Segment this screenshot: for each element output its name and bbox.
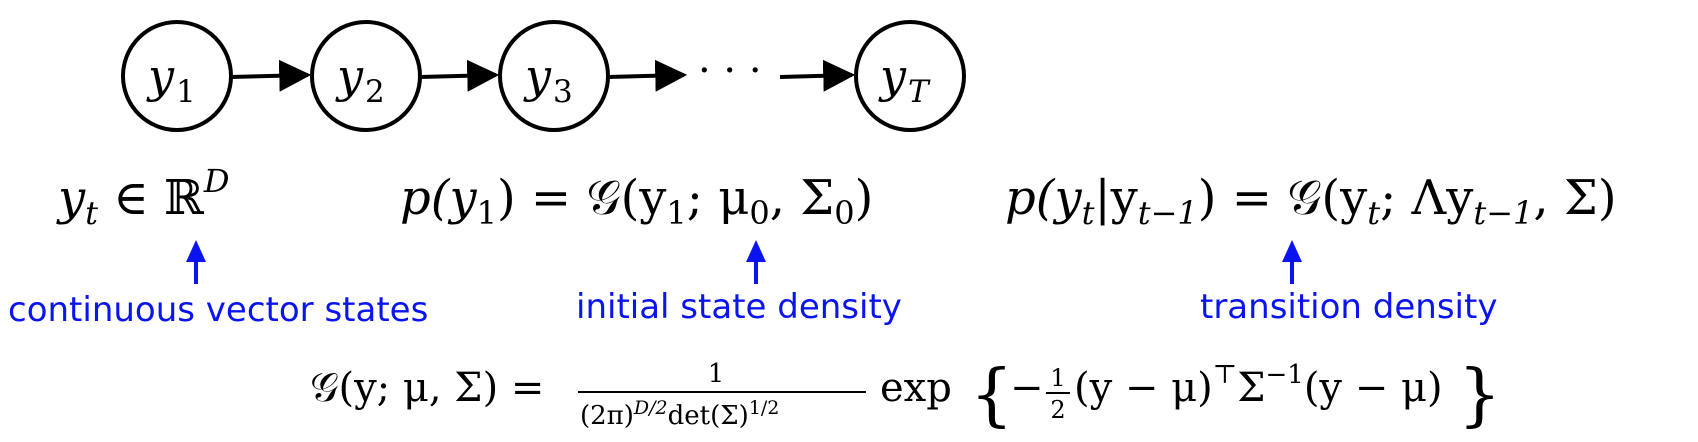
- eq-init-p-sub: 1: [477, 194, 497, 232]
- node-y1-sub: 1: [176, 74, 196, 110]
- gauss-exp: exp: [880, 365, 952, 411]
- eq-trans-t-sub: t: [1082, 194, 1095, 232]
- eq-init-comma: , Σ: [770, 170, 834, 226]
- arrow-up-state: [186, 240, 206, 284]
- svg-text:(2π)D/2det(Σ)1/2: (2π)D/2det(Σ)1/2: [580, 397, 779, 431]
- eq-init-mu-sub: 0: [749, 194, 769, 232]
- eq-state-sub: t: [85, 194, 98, 232]
- eq-state-base: y: [56, 170, 86, 226]
- eq-init-eq: ) = 𝒢(y: [497, 170, 666, 226]
- node-yT-base: y: [878, 49, 907, 103]
- arrow-up-initial: [746, 240, 766, 284]
- eq-initial: p(y1) = 𝒢(y1; μ0, Σ0): [400, 170, 873, 232]
- annotation-arrows: [186, 240, 1302, 284]
- node-y2: y 2: [310, 20, 422, 132]
- gauss-den-sup2: 1/2: [749, 397, 780, 419]
- edge-ellipsis-yT: [779, 59, 856, 92]
- node-yT: y T: [854, 20, 966, 132]
- eq-init-sig-sub: 0: [834, 194, 854, 232]
- eq-transition: p(yt|yt−1) = 𝒢(yt; Λyt−1, Σ): [1005, 170, 1617, 232]
- eq-init-close: ): [855, 170, 874, 226]
- eq-state-space: yt ∈ ℝD: [56, 162, 230, 232]
- eq-trans-t-sub2: t: [1367, 194, 1380, 232]
- eq-gaussian: 𝒢(y; μ, Σ) = 1 (2π)D/2det(Σ)1/2 exp { − …: [310, 356, 1501, 435]
- gauss-inner-b: (y − μ): [1074, 365, 1213, 411]
- eq-state-sup: D: [203, 162, 230, 200]
- eq-init-arg-sub: 1: [666, 194, 686, 232]
- node-y1: y 1: [121, 20, 233, 132]
- arrow-up-transition: [1282, 240, 1302, 284]
- gauss-brace-close: }: [1458, 356, 1501, 435]
- node-y3-base: y: [523, 49, 552, 103]
- gauss-half-num: 1: [1050, 364, 1065, 392]
- annotation-initial: initial state density: [576, 287, 902, 327]
- gauss-inner-sup-T: ⊤: [1213, 360, 1237, 390]
- eq-state-rel: ∈ ℝ: [98, 170, 204, 226]
- annotation-state-space: continuous vector states: [8, 290, 428, 330]
- eq-trans-sep: ; Λy: [1380, 170, 1473, 226]
- svg-text:(y − μ)⊤Σ−1(y − μ): (y − μ)⊤Σ−1(y − μ): [1074, 360, 1443, 411]
- gauss-numerator: 1: [708, 359, 725, 389]
- edge-y1-y2: [230, 59, 312, 92]
- gauss-half-den: 2: [1050, 396, 1065, 424]
- eq-trans-tm1-sub2: t−1: [1473, 194, 1533, 232]
- gauss-inner-sup-inv: −1: [1265, 360, 1303, 390]
- gauss-den-a: (2π): [580, 401, 634, 431]
- eq-trans-bar: |y: [1094, 170, 1137, 226]
- eq-init-sep: ; μ: [687, 170, 750, 226]
- gauss-inner-d: (y − μ): [1304, 365, 1443, 411]
- chain: y 1 y 2 y 3 y T · · ·: [121, 20, 966, 132]
- chain-ellipsis: · · ·: [698, 48, 762, 94]
- edge-y3-ellipsis: [607, 59, 688, 92]
- gauss-brace-open: {: [970, 356, 1013, 435]
- eq-trans-tm1-sub: t−1: [1138, 194, 1198, 232]
- svg-text:p(yt|yt−1) = 𝒢(yt; Λyt−1, Σ): p(yt|yt−1) = 𝒢(yt; Λyt−1, Σ): [1005, 170, 1617, 232]
- svg-text:p(y1) = 𝒢(y1; μ0, Σ0): p(y1) = 𝒢(y1; μ0, Σ0): [400, 170, 873, 232]
- annotation-transition: transition density: [1200, 287, 1497, 327]
- node-y3-sub: 3: [553, 74, 573, 110]
- eq-init-p: p(y: [400, 170, 477, 226]
- gauss-lhs: 𝒢(y; μ, Σ) =: [310, 365, 544, 411]
- eq-trans-close: , Σ): [1533, 170, 1616, 226]
- edge-y2-y3: [419, 59, 500, 92]
- node-y3: y 3: [498, 20, 610, 132]
- gauss-minus: −: [1010, 365, 1044, 411]
- node-y1-base: y: [146, 49, 175, 103]
- gauss-den-sup: D/2: [633, 397, 668, 419]
- eq-trans-eq: ) = 𝒢(y: [1198, 170, 1367, 226]
- gauss-inner-c: Σ: [1237, 365, 1265, 411]
- node-yT-sub: T: [908, 74, 931, 110]
- eq-trans-p: p(y: [1005, 170, 1082, 226]
- node-y2-sub: 2: [365, 74, 385, 110]
- node-y2-base: y: [335, 49, 364, 103]
- gauss-den-b: det(Σ): [668, 401, 749, 431]
- svg-text:yt ∈ ℝD: yt ∈ ℝD: [56, 162, 230, 232]
